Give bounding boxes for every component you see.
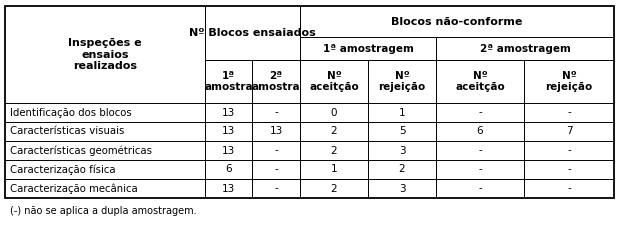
Text: Identificação dos blocos: Identificação dos blocos: [10, 108, 132, 118]
Text: -: -: [567, 108, 571, 118]
Text: -: -: [478, 183, 482, 193]
Text: 13: 13: [269, 127, 283, 137]
Text: 2ª amostragem: 2ª amostragem: [480, 44, 571, 54]
Text: Características geométricas: Características geométricas: [10, 145, 152, 156]
Text: 1: 1: [399, 108, 405, 118]
Text: Caracterização física: Caracterização física: [10, 164, 116, 175]
Text: 13: 13: [222, 108, 235, 118]
Text: Nº
rejeição: Nº rejeição: [545, 71, 592, 92]
Text: -: -: [274, 164, 278, 174]
Text: 2: 2: [331, 146, 337, 155]
Text: 2ª
amostra: 2ª amostra: [252, 71, 300, 92]
Text: -: -: [567, 183, 571, 193]
Text: Blocos não-conforme: Blocos não-conforme: [391, 17, 522, 27]
Text: 1ª
amostra: 1ª amostra: [204, 71, 253, 92]
Bar: [5, 6, 614, 198]
Text: -: -: [274, 108, 278, 118]
Text: 2: 2: [399, 164, 405, 174]
Text: 5: 5: [399, 127, 405, 137]
Text: (-) não se aplica a dupla amostragem.: (-) não se aplica a dupla amostragem.: [10, 206, 197, 216]
Text: 7: 7: [566, 127, 573, 137]
Text: 0: 0: [331, 108, 337, 118]
Text: Caracterização mecânica: Caracterização mecânica: [10, 183, 138, 194]
Text: Inspeções e
ensaios
realizados: Inspeções e ensaios realizados: [68, 38, 142, 71]
Text: 6: 6: [477, 127, 483, 137]
Text: -: -: [478, 146, 482, 155]
Text: 2: 2: [331, 183, 337, 193]
Text: -: -: [478, 164, 482, 174]
Text: Características visuais: Características visuais: [10, 127, 124, 137]
Text: 1ª amostragem: 1ª amostragem: [322, 44, 413, 54]
Text: 13: 13: [222, 183, 235, 193]
Text: 3: 3: [399, 146, 405, 155]
Text: Nº Blocos ensaiados: Nº Blocos ensaiados: [189, 28, 316, 38]
Text: -: -: [274, 146, 278, 155]
Text: -: -: [274, 183, 278, 193]
Text: Nº
aceitção: Nº aceitção: [309, 71, 359, 92]
Text: 2: 2: [331, 127, 337, 137]
Text: Nº
aceitção: Nº aceitção: [455, 71, 505, 92]
Text: 13: 13: [222, 127, 235, 137]
Text: Nº
rejeição: Nº rejeição: [378, 71, 426, 92]
Text: -: -: [478, 108, 482, 118]
Text: 1: 1: [331, 164, 337, 174]
Text: -: -: [567, 164, 571, 174]
Text: 13: 13: [222, 146, 235, 155]
Text: 3: 3: [399, 183, 405, 193]
Text: 6: 6: [225, 164, 232, 174]
Text: -: -: [567, 146, 571, 155]
